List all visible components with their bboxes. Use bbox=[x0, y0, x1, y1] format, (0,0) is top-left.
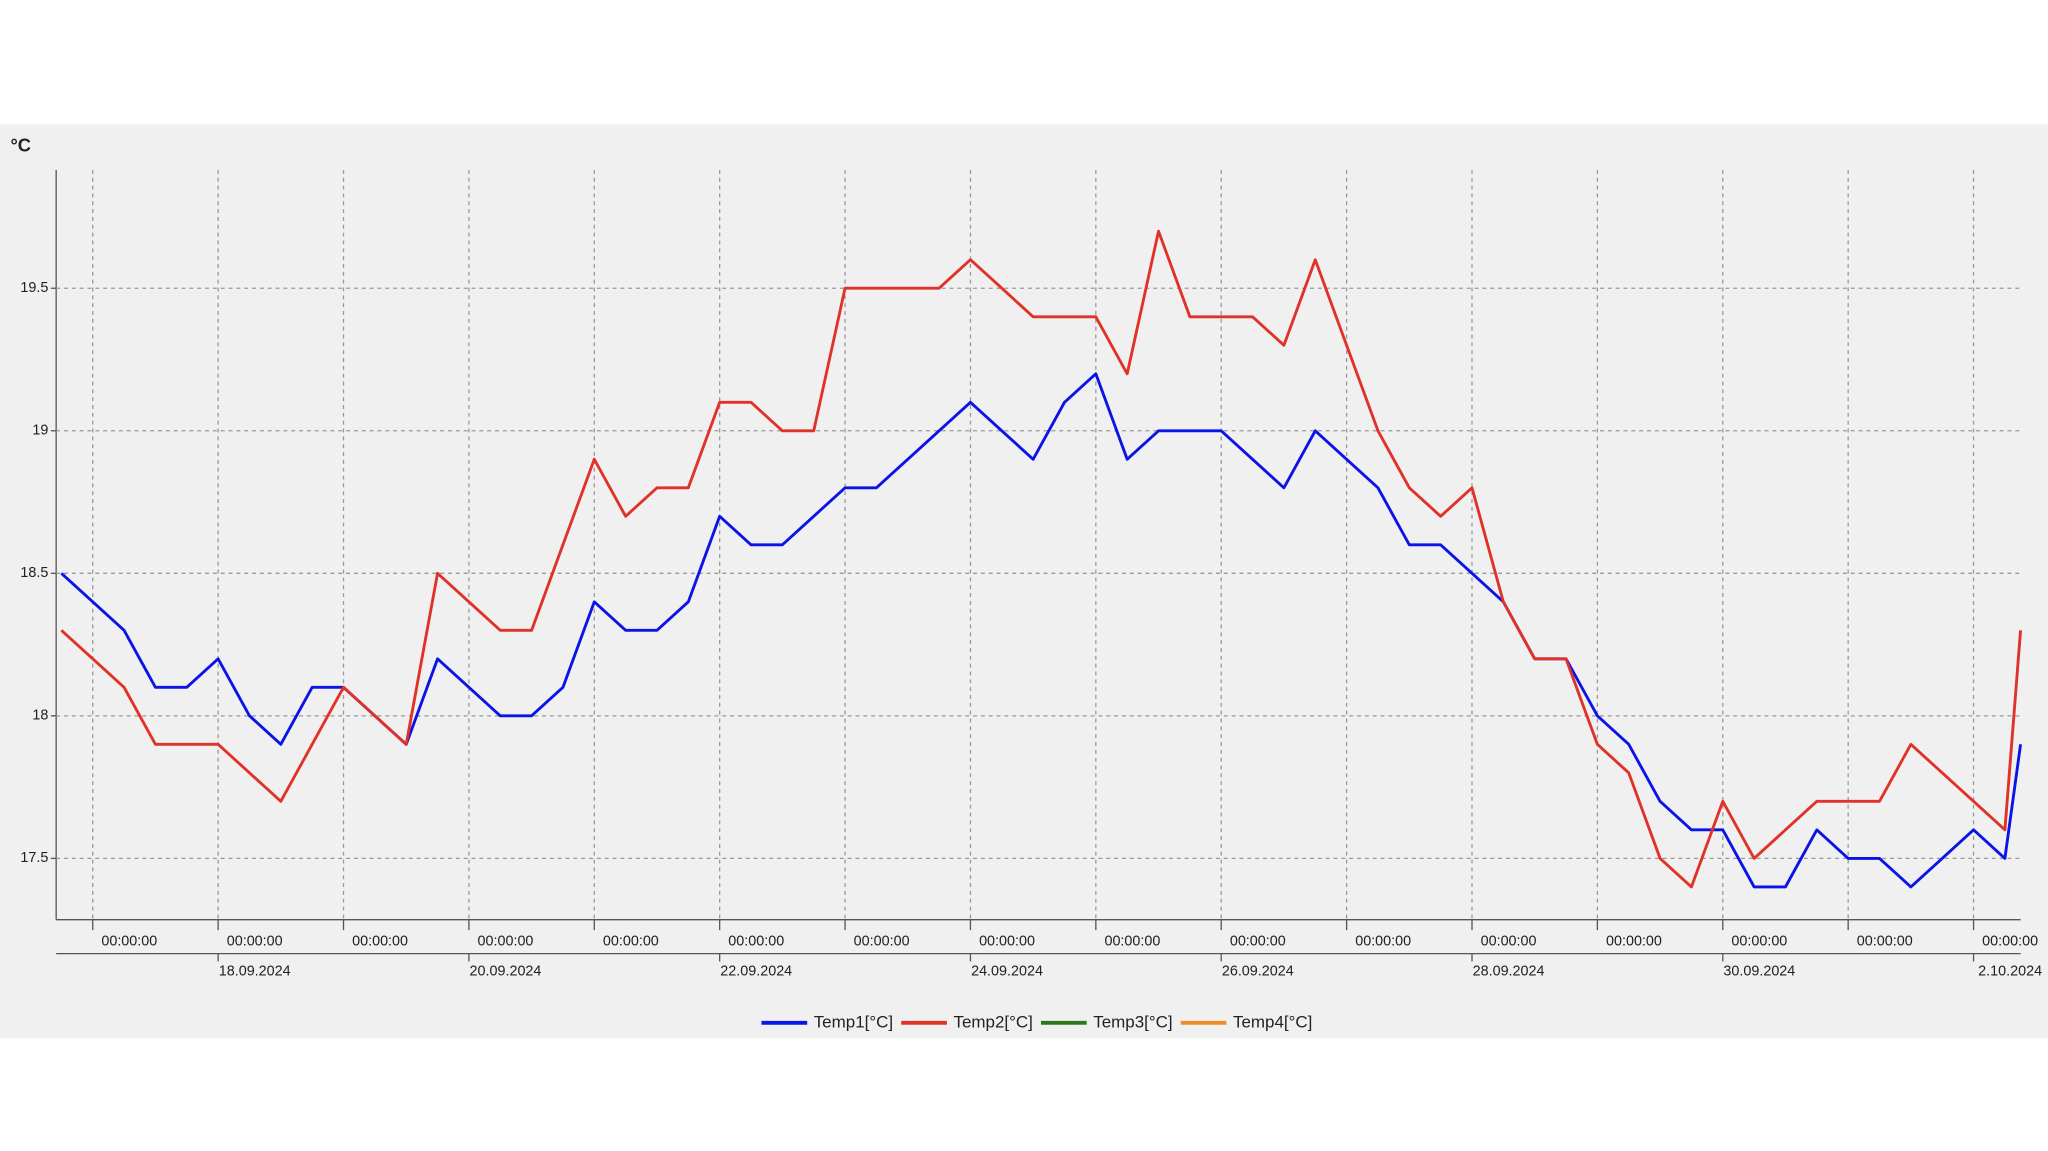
legend-label: Temp4[°C] bbox=[1233, 1012, 1312, 1031]
x-tick-label: 00:00:00 bbox=[1104, 934, 1160, 950]
x-date-label: 22.09.2024 bbox=[720, 964, 792, 980]
y-tick-label: 18.5 bbox=[20, 565, 48, 581]
x-date-label: 30.09.2024 bbox=[1723, 964, 1795, 980]
x-tick-label: 00:00:00 bbox=[1857, 934, 1913, 950]
x-tick-label: 00:00:00 bbox=[227, 934, 283, 950]
legend-label: Temp3[°C] bbox=[1093, 1012, 1172, 1031]
x-tick-label: 00:00:00 bbox=[101, 934, 157, 950]
chart-panel bbox=[0, 124, 2048, 1039]
data-line bbox=[60, 229, 2023, 889]
x-tick-label: 00:00:00 bbox=[1606, 934, 1662, 950]
x-date-label: 20.09.2024 bbox=[470, 964, 542, 980]
x-tick-label: 00:00:00 bbox=[478, 934, 534, 950]
x-date-label: 2.10.2024 bbox=[1978, 964, 2042, 980]
legend-label: Temp1[°C] bbox=[814, 1012, 893, 1031]
x-tick-label: 00:00:00 bbox=[1481, 934, 1537, 950]
x-tick-label: 00:00:00 bbox=[854, 934, 910, 950]
x-date-label: 26.09.2024 bbox=[1222, 964, 1294, 980]
x-tick-label: 00:00:00 bbox=[1731, 934, 1787, 950]
x-tick-label: 00:00:00 bbox=[352, 934, 408, 950]
x-date-label: 24.09.2024 bbox=[971, 964, 1043, 980]
y-tick-label: 18 bbox=[32, 708, 48, 724]
y-tick-label: 19.5 bbox=[20, 280, 48, 296]
y-tick-label: 17.5 bbox=[20, 850, 48, 866]
x-tick-label: 00:00:00 bbox=[1355, 934, 1411, 950]
y-axis-label: °C bbox=[10, 134, 31, 155]
x-tick-label: 00:00:00 bbox=[1230, 934, 1286, 950]
y-tick-label: 19 bbox=[32, 423, 48, 439]
x-tick-label: 00:00:00 bbox=[979, 934, 1035, 950]
x-tick-label: 00:00:00 bbox=[1982, 934, 2038, 950]
x-date-label: 18.09.2024 bbox=[219, 964, 291, 980]
x-tick-label: 00:00:00 bbox=[603, 934, 659, 950]
x-tick-label: 00:00:00 bbox=[728, 934, 784, 950]
x-date-label: 28.09.2024 bbox=[1473, 964, 1545, 980]
legend-label: Temp2[°C] bbox=[953, 1012, 1032, 1031]
